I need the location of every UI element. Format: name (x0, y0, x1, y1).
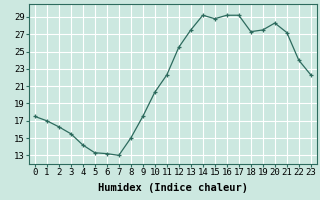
X-axis label: Humidex (Indice chaleur): Humidex (Indice chaleur) (98, 183, 248, 193)
